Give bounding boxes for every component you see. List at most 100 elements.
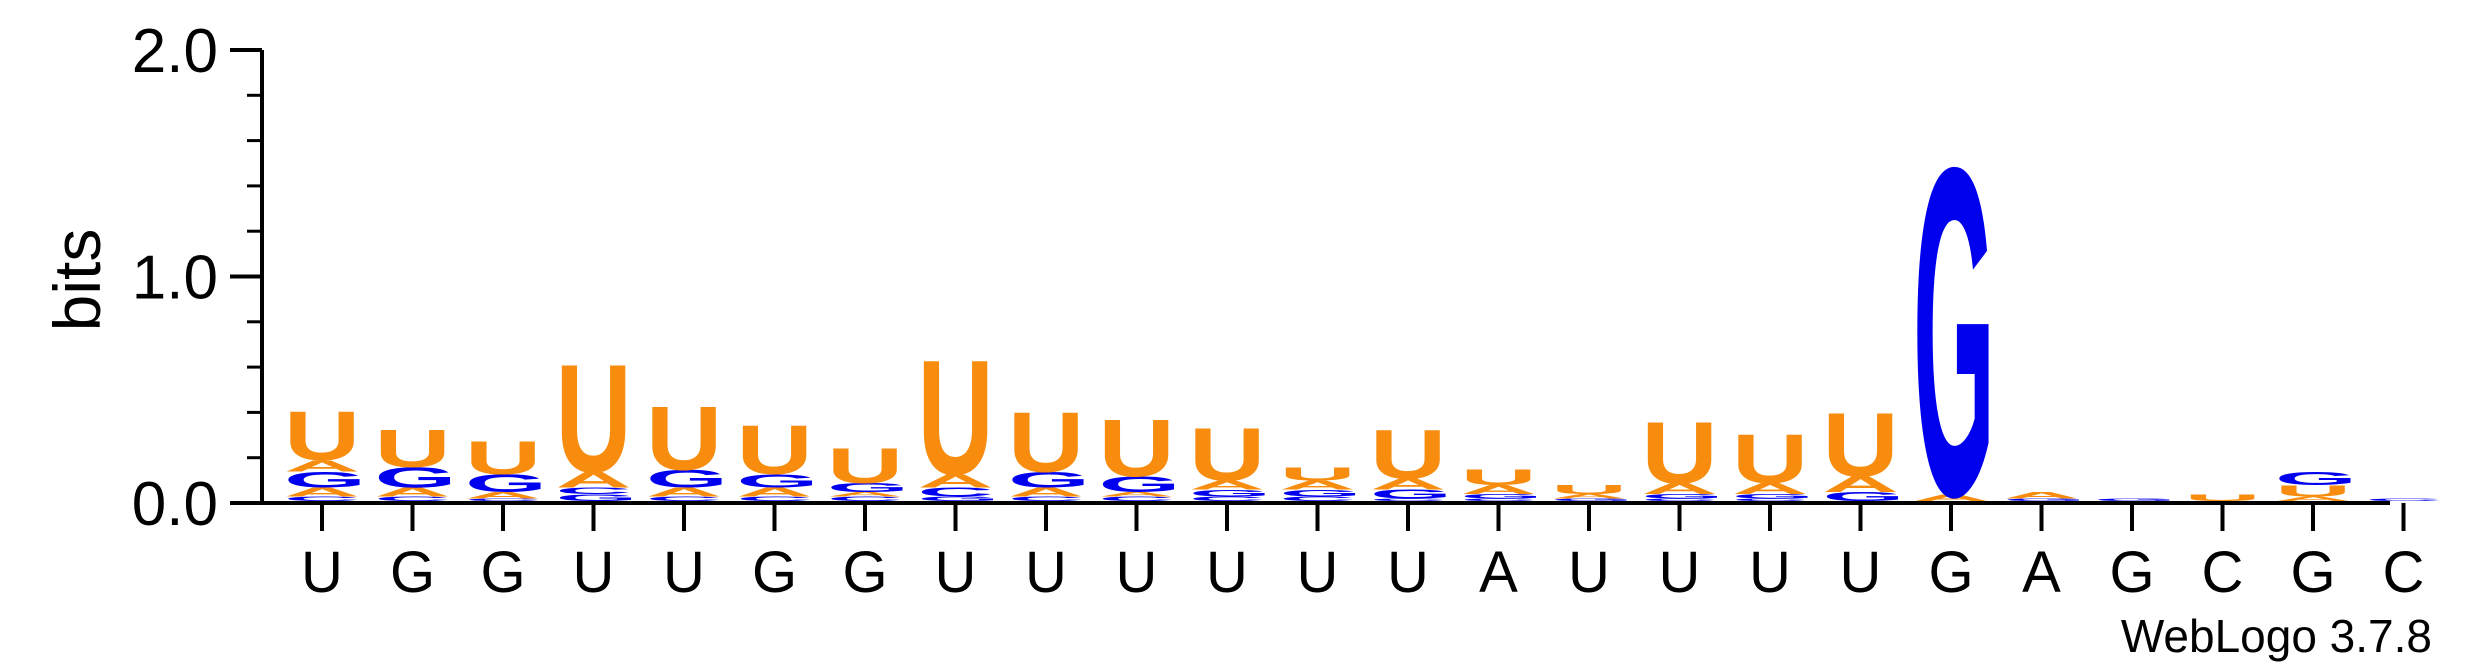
logo-letter-C: C (1461, 498, 1537, 502)
logo-letter-C: C (1280, 495, 1356, 502)
logo-letter-C: C (2366, 498, 2442, 502)
x-tick-label: G (842, 540, 887, 605)
logo-letter-A: A (465, 490, 541, 501)
logo-letter-G: G (2094, 498, 2176, 502)
logo-letter-G: G (1008, 468, 1090, 493)
x-tick-label: G (1928, 540, 1973, 605)
logo-letter-U: U (2185, 492, 2261, 503)
logo-letter-A: A (2275, 495, 2351, 502)
logo-letter-A: A (375, 485, 451, 499)
y-axis-label: bits (40, 229, 114, 332)
logo-letter-A: A (1642, 480, 1718, 498)
logo-letter-U: U (2275, 482, 2351, 500)
x-tick-label: U (1297, 540, 1339, 605)
logo-letter-A: A (1099, 491, 1175, 498)
logo-letter-A: A (1008, 485, 1084, 499)
logo-letter-G: G (1913, 69, 1995, 593)
logo-letter-A: A (827, 491, 903, 498)
x-tick-label: U (573, 540, 615, 605)
logo-letter-C: C (1008, 495, 1084, 502)
logo-letter-A: A (1551, 493, 1627, 500)
logo-letter-G: G (1732, 493, 1814, 500)
logo-letter-C: C (1732, 498, 1808, 502)
logo-letter-U: U (1370, 416, 1446, 494)
x-tick-label: U (1840, 540, 1882, 605)
x-tick-label: U (301, 540, 343, 605)
logo-letter-A: A (1823, 472, 1899, 497)
logo-letter-G: G (1280, 488, 1362, 499)
logo-letter-C: C (1099, 495, 1175, 502)
x-tick-label: C (2383, 540, 2425, 605)
x-tick-label: G (2290, 540, 2335, 605)
logo-letter-U: U (1551, 483, 1627, 497)
logo-letter-G: G (1189, 488, 1271, 499)
logo-letter-G: G (1551, 498, 1633, 502)
x-tick-label: A (2022, 540, 2061, 605)
logo-letter-A: A (284, 485, 360, 499)
logo-letter-G: G (737, 470, 819, 491)
logo-letter-C: C (1642, 498, 1718, 502)
logo-letter-U: U (1008, 395, 1084, 490)
logo-letter-A: A (1732, 480, 1808, 498)
logo-letter-G: G (827, 481, 909, 495)
logo-letter-U: U (284, 397, 360, 475)
x-tick-label: U (1749, 540, 1791, 605)
logo-letter-C: C (1370, 498, 1446, 502)
x-tick-label: U (1659, 540, 1701, 605)
logo-letter-U: U (556, 332, 632, 505)
logo-letter-G: G (1642, 493, 1724, 500)
x-tick-label: A (1479, 540, 1518, 605)
x-tick-label: G (752, 540, 797, 605)
logo-letter-G: G (1461, 493, 1543, 500)
logo-letter-U: U (1732, 420, 1808, 498)
logo-letter-A: A (556, 468, 632, 493)
x-tick-label: G (390, 540, 435, 605)
logo-letter-C: C (918, 485, 994, 499)
logo-letter-G: G (556, 492, 638, 503)
logo-letter-U: U (1642, 403, 1718, 502)
logo-letter-A: A (1189, 478, 1265, 492)
logo-letter-G: G (646, 465, 728, 493)
logo-letter-G: G (284, 468, 366, 493)
logo-letter-A: A (1461, 483, 1537, 497)
x-tick-label: G (480, 540, 525, 605)
logo-letter-C: C (284, 495, 360, 502)
logo-letter-U: U (1280, 464, 1356, 485)
logo-letter-G: G (2275, 468, 2357, 489)
logo-letter-U: U (1461, 466, 1537, 491)
logo-letter-U: U (1823, 394, 1899, 496)
x-tick-label: U (1116, 540, 1158, 605)
logo-letter-U: U (827, 437, 903, 494)
logo-letter-C: C (646, 495, 722, 502)
logo-letter-U: U (646, 387, 722, 489)
logo-letter-U: U (918, 326, 994, 509)
x-tick-label: U (1387, 540, 1429, 605)
logo-letter-A: A (918, 470, 994, 491)
logo-letter-A: A (2004, 490, 2080, 501)
weblogo-version-label: WebLogo 3.7.8 (2121, 610, 2432, 662)
logo-letter-G: G (375, 462, 457, 494)
y-tick-label: 2.0 (132, 17, 218, 86)
logo-letter-U: U (737, 411, 813, 489)
logo-letter-G: G (2004, 498, 2086, 502)
logo-letter-G: G (465, 470, 547, 498)
y-tick-label: 1.0 (132, 244, 218, 313)
x-tick-label: U (1025, 540, 1067, 605)
x-tick-label: U (1568, 540, 1610, 605)
y-axis-ticks: 0.0 1.0 2.0 (132, 17, 262, 539)
logo-letter-U: U (1189, 413, 1265, 497)
logo-letter-A: A (284, 457, 360, 475)
logo-letter-A: A (646, 485, 722, 499)
logo-letter-G: G (1370, 487, 1452, 501)
logo-letter-U: U (375, 418, 451, 478)
x-tick-label: U (663, 540, 705, 605)
x-tick-label: G (2109, 540, 2154, 605)
logo-letter-A: A (1280, 478, 1356, 492)
logo-letter-C: C (375, 495, 451, 502)
logo-letter-C: C (465, 498, 541, 502)
logo-letter-C: C (1189, 495, 1265, 502)
logo-letter-C: C (556, 486, 632, 497)
logo-letter-U: U (465, 432, 541, 485)
